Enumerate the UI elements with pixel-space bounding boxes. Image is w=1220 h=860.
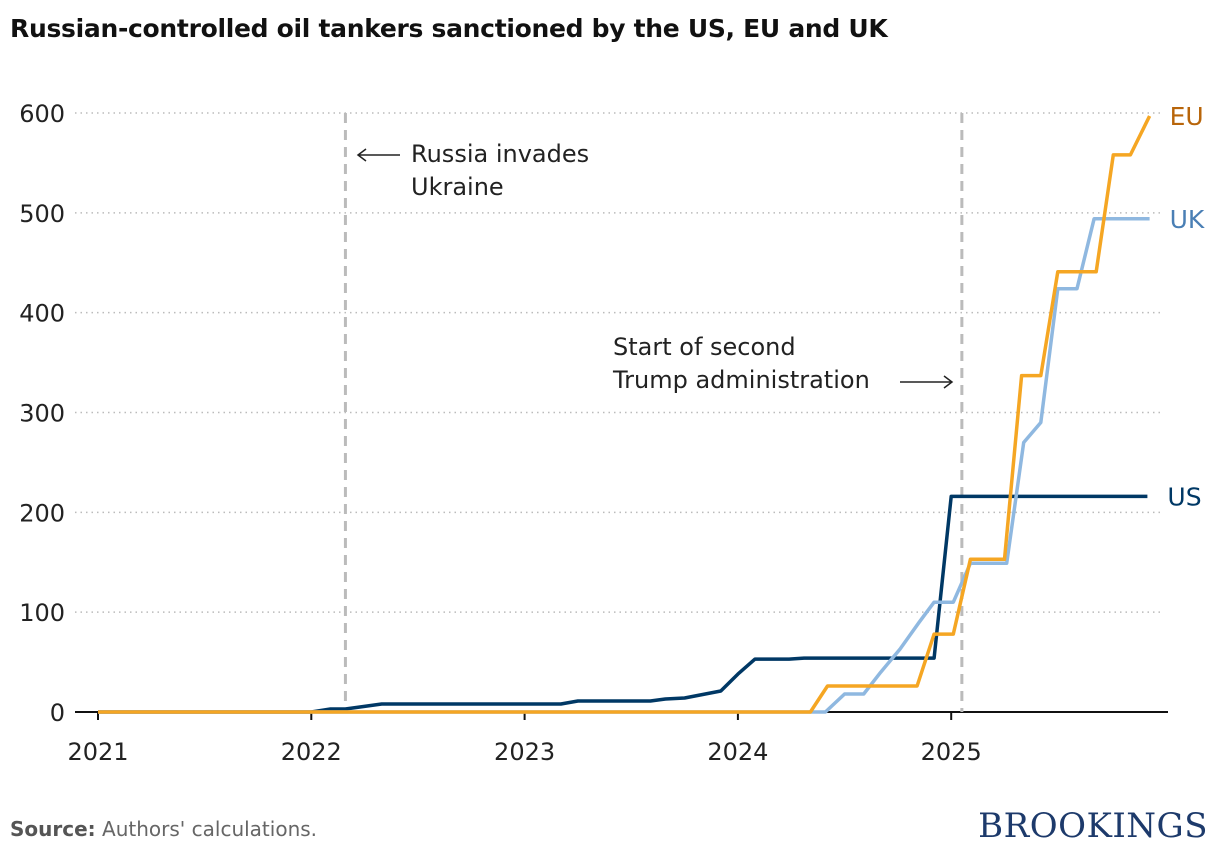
source-note: Source: Authors' calculations. bbox=[10, 817, 317, 841]
series-label-eu: EU bbox=[1170, 102, 1204, 131]
x-tick-label: 2025 bbox=[921, 738, 982, 766]
y-tick-label: 600 bbox=[19, 100, 65, 128]
x-tick-label: 2022 bbox=[281, 738, 342, 766]
source-label: Source: bbox=[10, 817, 96, 841]
x-tick-label: 2024 bbox=[707, 738, 768, 766]
series-line-uk bbox=[98, 217, 1150, 714]
arrow-left-icon bbox=[356, 148, 400, 162]
y-tick-label: 500 bbox=[19, 200, 65, 228]
source-text: Authors' calculations. bbox=[95, 817, 318, 841]
arrow-right-icon bbox=[900, 375, 954, 389]
series-label-uk: UK bbox=[1170, 205, 1205, 234]
y-tick-label: 200 bbox=[19, 499, 65, 527]
annotation-text: Ukraine bbox=[411, 173, 504, 201]
chart-title: Russian-controlled oil tankers sanctione… bbox=[10, 14, 888, 43]
y-tick-label: 0 bbox=[50, 699, 65, 727]
x-tick-label: 2023 bbox=[494, 738, 555, 766]
annotation-text: Start of second bbox=[613, 333, 796, 361]
y-tick-label: 100 bbox=[19, 599, 65, 627]
annotation-text: Trump administration bbox=[612, 366, 870, 394]
annotation-text: Russia invades bbox=[411, 140, 589, 168]
x-tick-label: 2021 bbox=[67, 738, 128, 766]
y-tick-label: 400 bbox=[19, 300, 65, 328]
series-label-us: US bbox=[1167, 482, 1201, 511]
y-tick-label: 300 bbox=[19, 400, 65, 428]
series-line-eu bbox=[98, 115, 1152, 714]
series-line-us bbox=[98, 494, 1148, 714]
brookings-logo: BROOKINGS bbox=[978, 806, 1208, 846]
